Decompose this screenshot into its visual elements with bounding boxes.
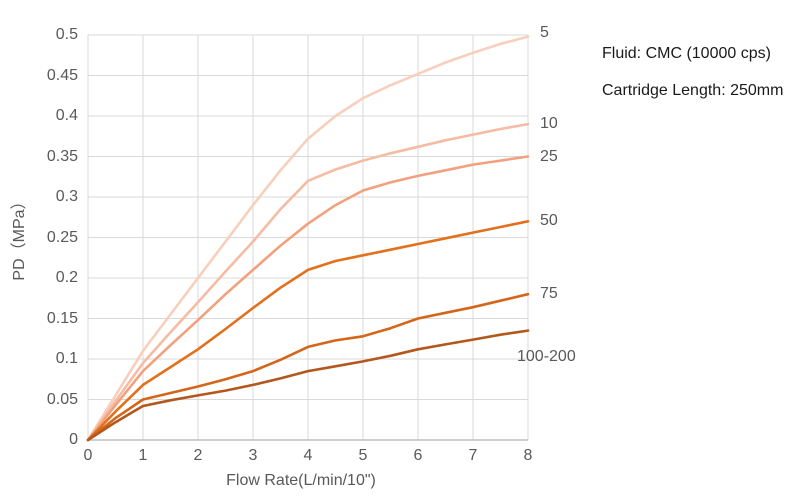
y-axis-title: PD（MPa） [11, 193, 28, 281]
x-tick-label-0: 0 [83, 447, 93, 464]
y-tick-label-0.5: 0.5 [55, 26, 78, 43]
x-tick-label-1: 1 [138, 447, 148, 464]
curve-25 [86, 155, 530, 442]
x-tick-label-6: 6 [413, 447, 423, 464]
x-tick-label-4: 4 [303, 447, 313, 464]
x-tick-label-8: 8 [523, 447, 533, 464]
curve-10 [86, 122, 530, 442]
y-tick-label-0.45: 0.45 [46, 66, 78, 84]
series-label-100-200: 100-200 [517, 347, 576, 365]
series-label-50: 50 [540, 212, 558, 230]
annotation-fluid: Fluid: CMC (10000 cps) [602, 45, 771, 62]
series-label-25: 25 [540, 147, 558, 165]
y-tick-label-0.35: 0.35 [46, 147, 78, 165]
x-axis-title: Flow Rate(L/min/10") [226, 472, 376, 489]
annotation-cartridge-length: Cartridge Length: 250mm [602, 82, 784, 99]
y-tick-label-0: 0 [69, 431, 78, 448]
series-label-10: 10 [540, 115, 558, 133]
y-tick-label-0.4: 0.4 [55, 107, 78, 124]
y-tick-label-0.15: 0.15 [46, 309, 78, 327]
curve-100-200 [86, 329, 530, 442]
series-label-75: 75 [540, 285, 558, 303]
y-tick-label-0.3: 0.3 [55, 188, 78, 205]
curve-50 [86, 220, 530, 442]
x-tick-label-2: 2 [193, 447, 203, 464]
curve-5 [86, 35, 530, 442]
curve-75 [86, 292, 530, 442]
y-tick-label-0.2: 0.2 [55, 269, 78, 286]
y-tick-label-0.05: 0.05 [46, 390, 78, 408]
y-tick-label-0.25: 0.25 [46, 228, 78, 246]
y-tick-label-0.1: 0.1 [55, 350, 78, 367]
series-label-5: 5 [540, 23, 549, 41]
x-tick-label-7: 7 [468, 447, 478, 464]
x-tick-label-3: 3 [248, 447, 258, 464]
x-tick-label-5: 5 [358, 447, 368, 464]
